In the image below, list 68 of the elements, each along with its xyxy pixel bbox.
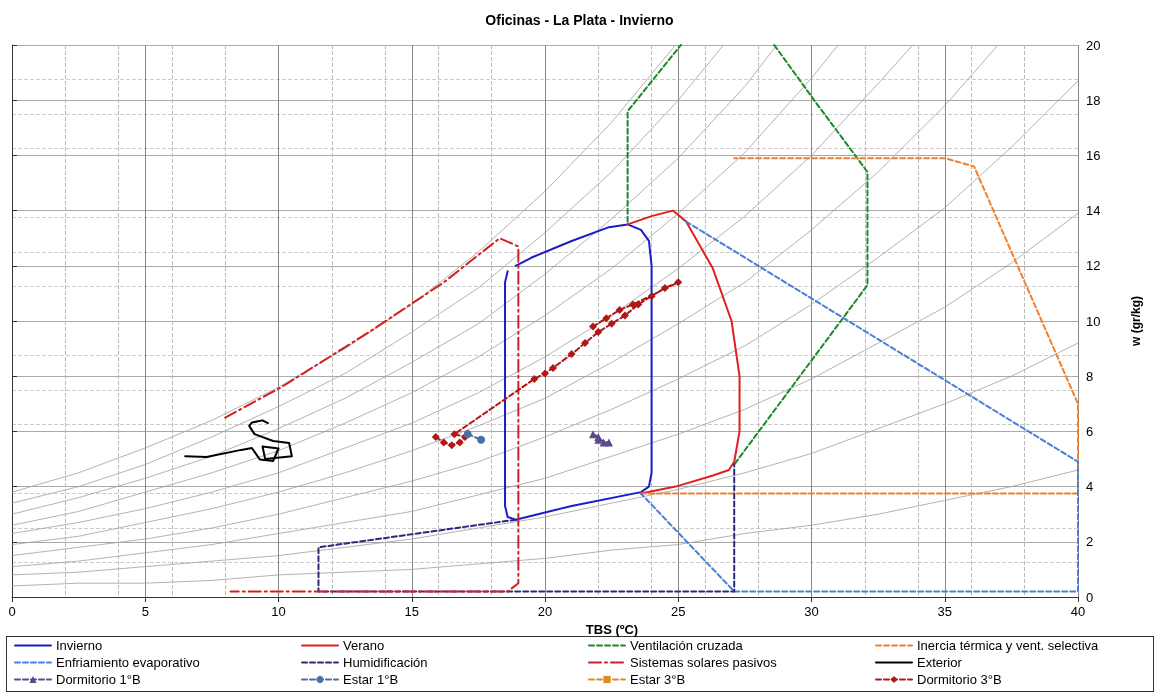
x-tick-label: 40	[1070, 604, 1086, 619]
line-series	[224, 237, 520, 593]
legend-label: Verano	[343, 638, 385, 653]
y-tick-label: 6	[1086, 423, 1094, 439]
point	[530, 374, 539, 383]
point	[594, 328, 603, 337]
x-tick-label: 25	[671, 604, 686, 619]
point	[450, 430, 459, 439]
y-tick-label: 16	[1086, 147, 1101, 163]
legend-label: Estar 1°B	[343, 672, 399, 687]
point	[548, 363, 557, 372]
point	[647, 292, 656, 301]
point	[431, 432, 440, 441]
line-series	[11, 80, 1079, 556]
y-tick-label: 12	[1086, 258, 1101, 274]
x-tick-label: 20	[537, 604, 553, 619]
chart-title: Oficinas - La Plata - Invierno	[485, 12, 674, 28]
x-tick-label: 10	[271, 604, 286, 619]
line-series	[639, 220, 1079, 593]
line-series	[184, 419, 293, 462]
point	[455, 438, 464, 447]
x-axis-title: TBS (ºC)	[585, 621, 639, 637]
legend-label: Dormitorio 1°B	[56, 672, 141, 687]
x-tick-label: 0	[8, 604, 16, 619]
legend-label: Enfriamiento evaporativo	[56, 655, 200, 670]
y-tick-label: 4	[1086, 479, 1094, 495]
point	[588, 322, 597, 331]
legend-label: Dormitorio 3°B	[917, 672, 1002, 687]
x-tick-label: 15	[404, 604, 419, 619]
legend-label: Inercia térmica y vent. selectiva	[917, 638, 1100, 653]
y-tick-label: 10	[1086, 313, 1101, 329]
point	[602, 314, 611, 323]
line-series	[11, 212, 1079, 568]
line-series	[317, 463, 736, 593]
point	[541, 369, 549, 378]
y-tick-label: 2	[1086, 534, 1094, 550]
line-series	[639, 157, 1079, 495]
x-tick-label: 30	[804, 604, 819, 619]
point	[439, 438, 448, 447]
legend-label: Humidificación	[343, 655, 428, 670]
point	[567, 350, 576, 359]
line-series	[11, 342, 1079, 576]
y-tick-label: 8	[1086, 368, 1094, 384]
point	[607, 319, 616, 328]
point	[615, 305, 624, 314]
y-tick-label: 0	[1086, 589, 1094, 605]
y-tick-label: 20	[1086, 37, 1101, 53]
y-axis-title: w (gr/kg)	[1129, 296, 1143, 347]
line-series	[626, 209, 741, 495]
point	[447, 441, 456, 450]
legend-label: Estar 3°B	[630, 672, 686, 687]
point	[620, 311, 629, 320]
line-series	[11, 469, 1079, 587]
y-tick-label: 18	[1086, 92, 1101, 108]
point	[628, 300, 637, 309]
legend-label: Sistemas solares pasivos	[630, 655, 778, 670]
point	[588, 430, 597, 439]
legend-label: Ventilación cruzada	[630, 638, 744, 653]
y-tick-label: 14	[1086, 203, 1101, 219]
point	[477, 435, 486, 444]
point	[674, 278, 683, 287]
legend-label: Exterior	[917, 655, 963, 670]
point	[660, 283, 669, 292]
legend-label: Invierno	[56, 638, 103, 653]
line-series	[504, 223, 653, 521]
point	[580, 339, 589, 348]
x-tick-label: 5	[141, 604, 149, 619]
x-tick-label: 35	[937, 604, 952, 619]
